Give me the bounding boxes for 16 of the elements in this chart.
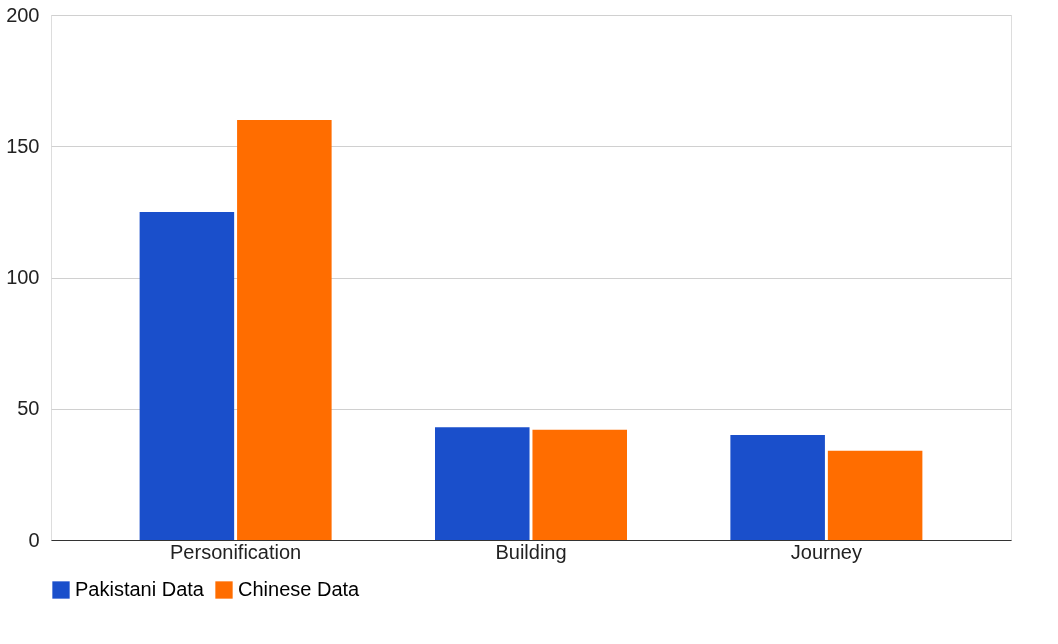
y-tick-label: 50	[17, 397, 40, 420]
x-tick-label: Building	[495, 540, 567, 563]
y-tick-label: 150	[6, 134, 40, 157]
x-tick-label: Journey	[790, 540, 862, 563]
y-tick-label: 200	[6, 3, 40, 26]
bar	[730, 435, 825, 540]
y-tick-label: 0	[28, 528, 40, 551]
legend-label: Pakistani Data	[75, 578, 205, 600]
legend-label: Chinese Data	[238, 578, 361, 600]
bar	[237, 120, 332, 540]
bar	[139, 211, 235, 540]
bar	[435, 427, 530, 540]
bar	[532, 429, 627, 540]
bar	[827, 450, 923, 540]
y-tick-label: 100	[6, 266, 40, 288]
x-tick-label: Personification	[170, 540, 302, 563]
